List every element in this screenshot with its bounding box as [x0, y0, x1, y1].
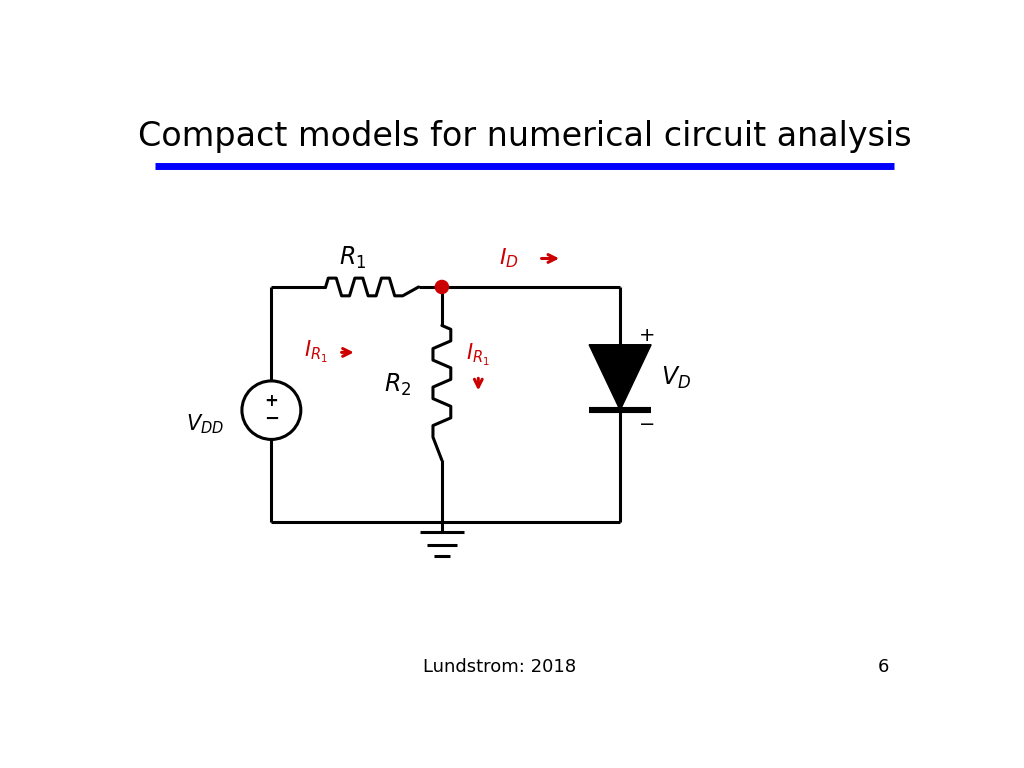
Text: −: − — [264, 410, 279, 429]
Text: $I_{R_1}$: $I_{R_1}$ — [466, 342, 490, 368]
Polygon shape — [589, 345, 651, 410]
Text: $R_2$: $R_2$ — [384, 372, 412, 399]
Text: $V_D$: $V_D$ — [660, 364, 691, 391]
Text: Lundstrom: 2018: Lundstrom: 2018 — [424, 657, 577, 676]
Text: $V_{DD}$: $V_{DD}$ — [186, 412, 224, 435]
Text: Compact models for numerical circuit analysis: Compact models for numerical circuit ana… — [138, 121, 911, 154]
Circle shape — [435, 280, 449, 293]
Text: $R_1$: $R_1$ — [339, 245, 367, 271]
Text: 6: 6 — [878, 657, 889, 676]
Text: −: − — [639, 415, 655, 433]
Text: $I_D$: $I_D$ — [500, 247, 519, 270]
Text: +: + — [639, 326, 655, 345]
Text: $I_{R_1}$: $I_{R_1}$ — [304, 339, 328, 366]
Text: +: + — [264, 392, 279, 410]
